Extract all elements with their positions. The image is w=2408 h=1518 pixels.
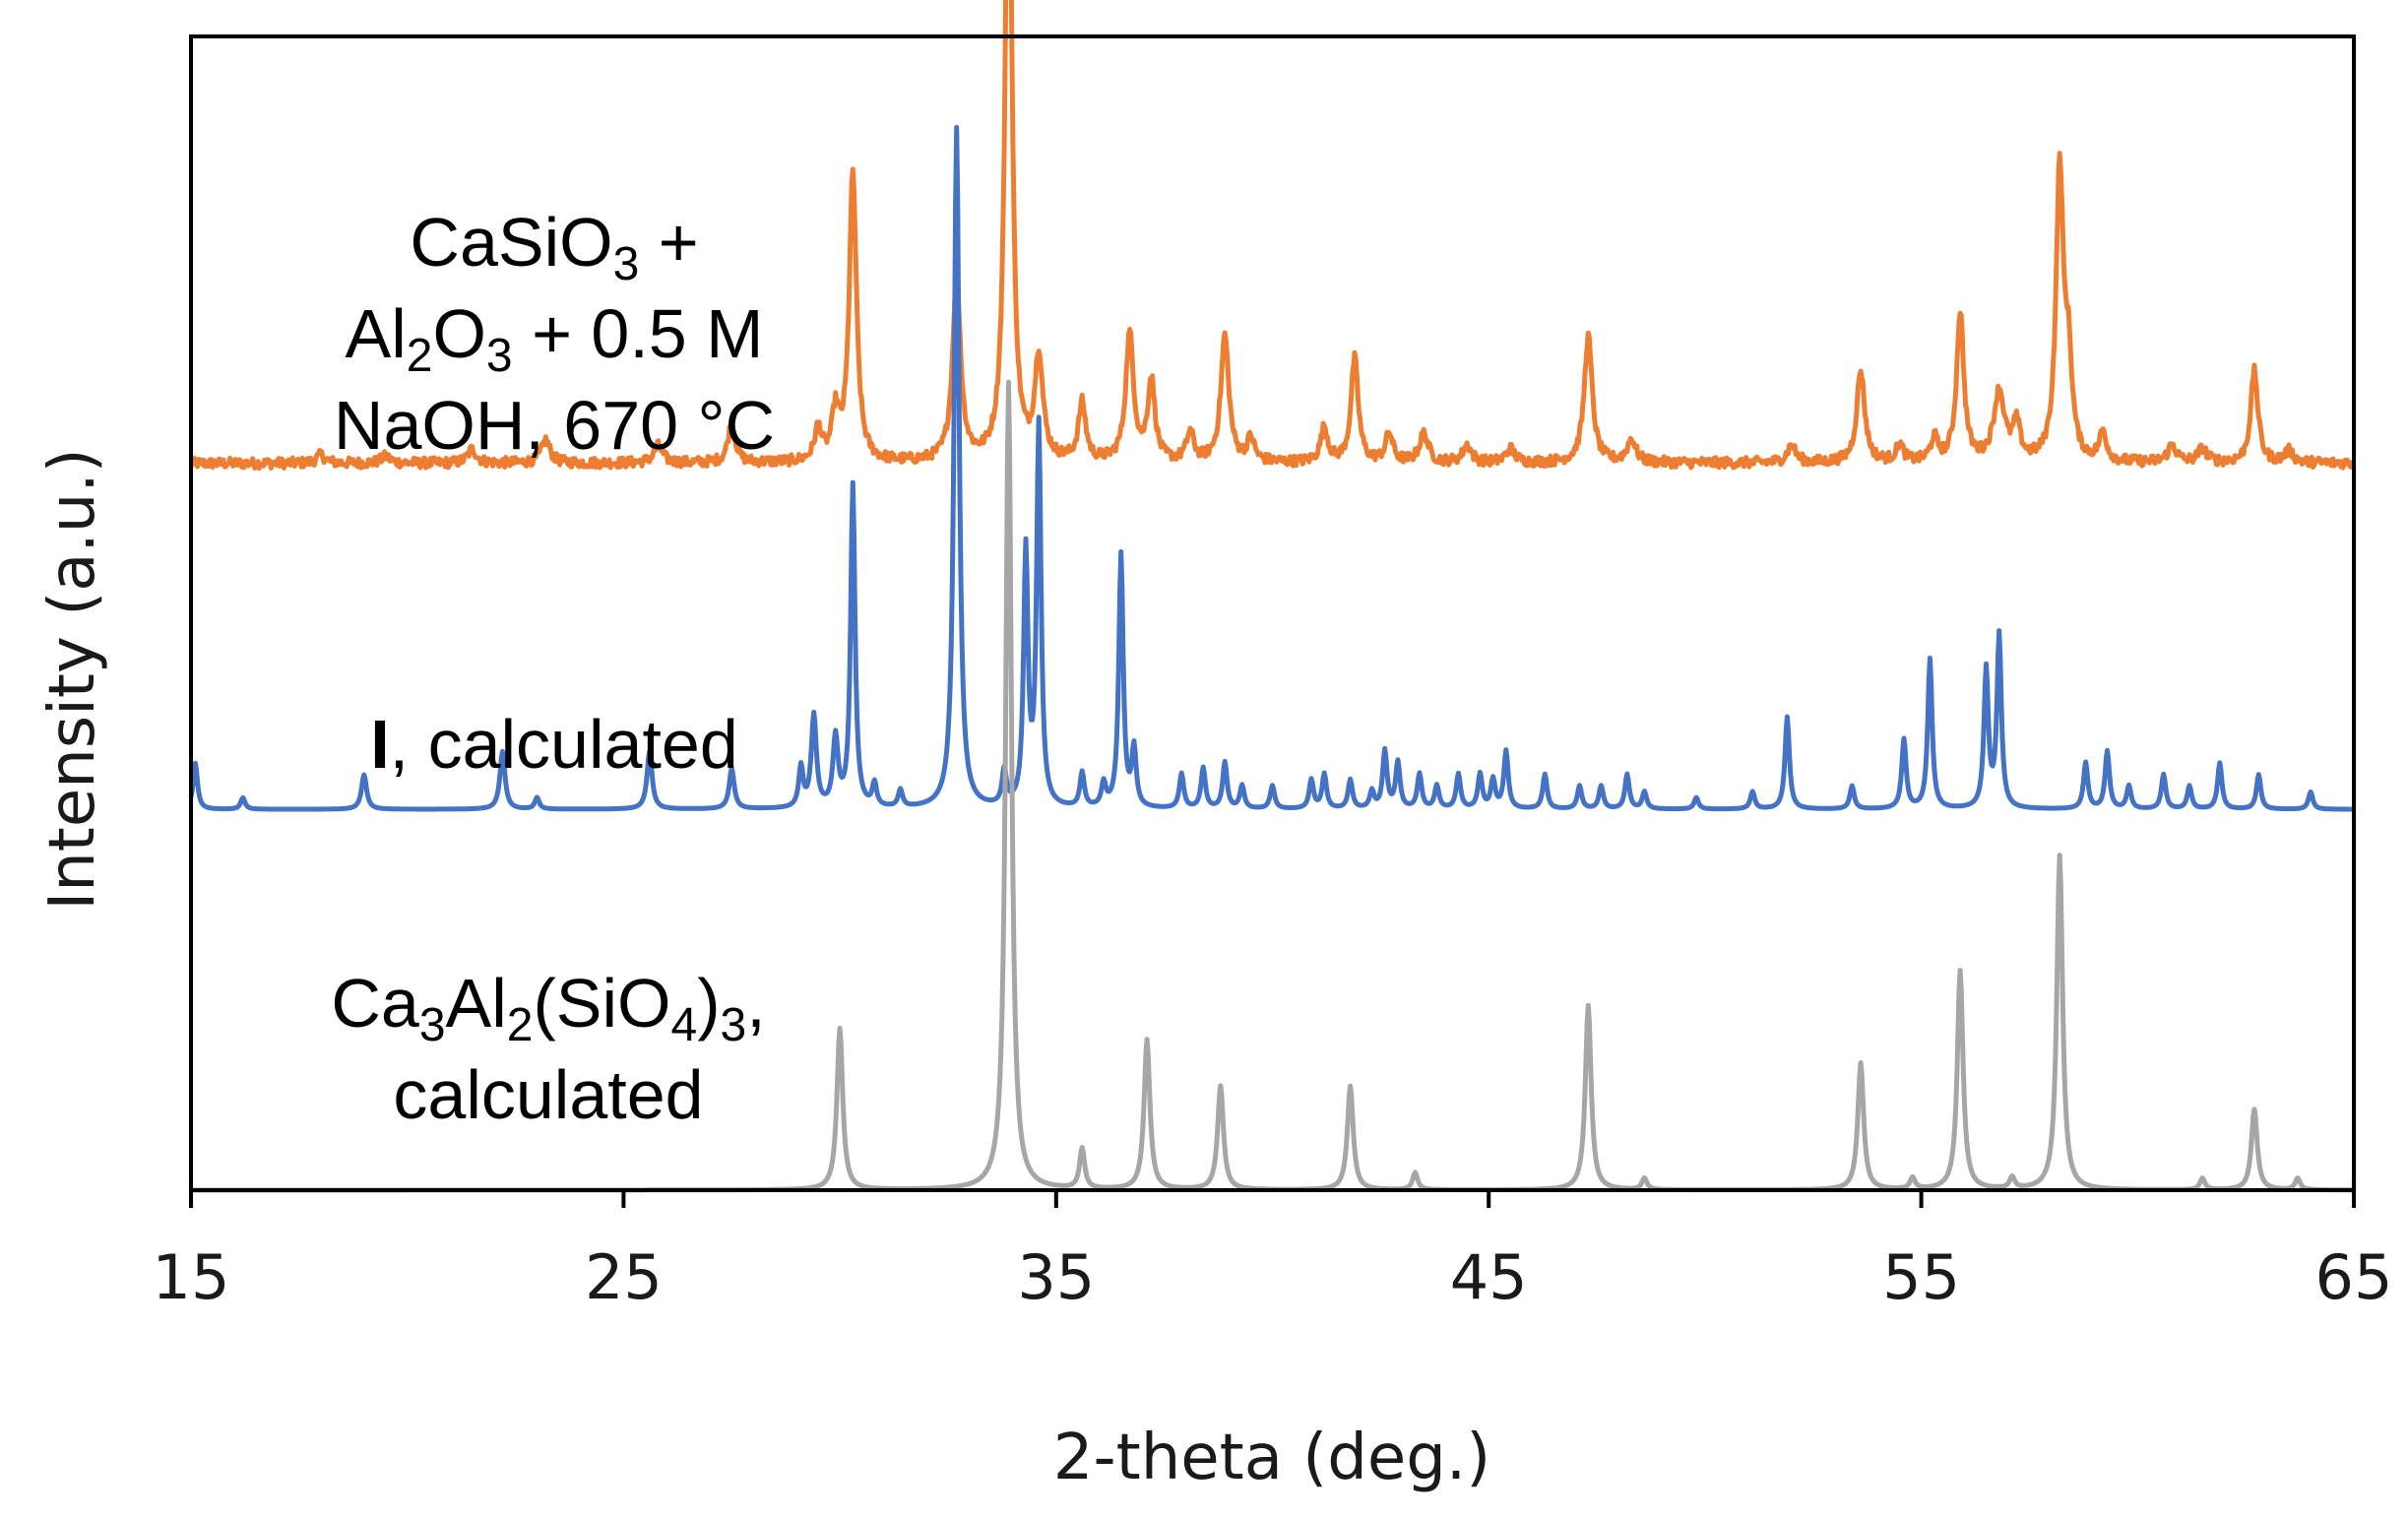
series-label-line: Al2O3 + 0.5 M	[346, 295, 764, 382]
series-label-line: NaOH, 670 °C	[334, 387, 775, 464]
y-axis-title: Intensity (a.u.)	[36, 448, 109, 910]
series-label-segment: , calculated	[390, 706, 738, 783]
plot-frame	[189, 34, 2356, 1192]
series-label-segment: +	[639, 204, 698, 281]
series-label-segment: calculated	[393, 1056, 703, 1133]
series-label-line: I, calculated	[370, 706, 738, 783]
series-label-segment: I	[370, 706, 389, 783]
series-label-segment: NaOH, 670 °C	[334, 387, 775, 464]
series-label-segment: ,	[746, 965, 765, 1042]
series-label-segment: Ca	[331, 965, 419, 1042]
series-label-segment: CaSiO	[410, 204, 612, 281]
x-tick-label: 15	[153, 1241, 230, 1313]
x-tick-label: 45	[1450, 1241, 1528, 1313]
series-label-segment: Al	[346, 295, 407, 372]
series-label-segment: 3	[721, 999, 747, 1051]
series-label-segment: 3	[613, 238, 640, 290]
series-label-line: Ca3Al2(SiO4)3,	[331, 965, 765, 1051]
series-label-segment: 3	[419, 999, 446, 1051]
x-tick-label: 35	[1017, 1241, 1095, 1313]
series-label-segment: O	[432, 295, 485, 372]
series-label-line: calculated	[393, 1056, 703, 1133]
series-label-segment: Al	[446, 965, 507, 1042]
series-line-0	[188, 0, 2357, 472]
x-tick-label: 25	[585, 1241, 663, 1313]
series-label-segment: 4	[670, 999, 697, 1051]
x-tick-label: 55	[1882, 1241, 1960, 1313]
series-label-segment: + 0.5 M	[513, 295, 764, 372]
series-label-segment: (SiO	[533, 965, 670, 1042]
series-label-segment: 2	[507, 999, 534, 1051]
series-line-1	[188, 124, 2356, 812]
x-tick-label: 65	[2315, 1241, 2393, 1313]
x-axis-title: 2-theta (deg.)	[1053, 1422, 1490, 1494]
series-label-segment: )	[697, 965, 720, 1042]
series-label-segment: 2	[407, 330, 433, 382]
series-label-line: CaSiO3 +	[410, 204, 698, 290]
series-label-segment: 3	[486, 330, 513, 382]
